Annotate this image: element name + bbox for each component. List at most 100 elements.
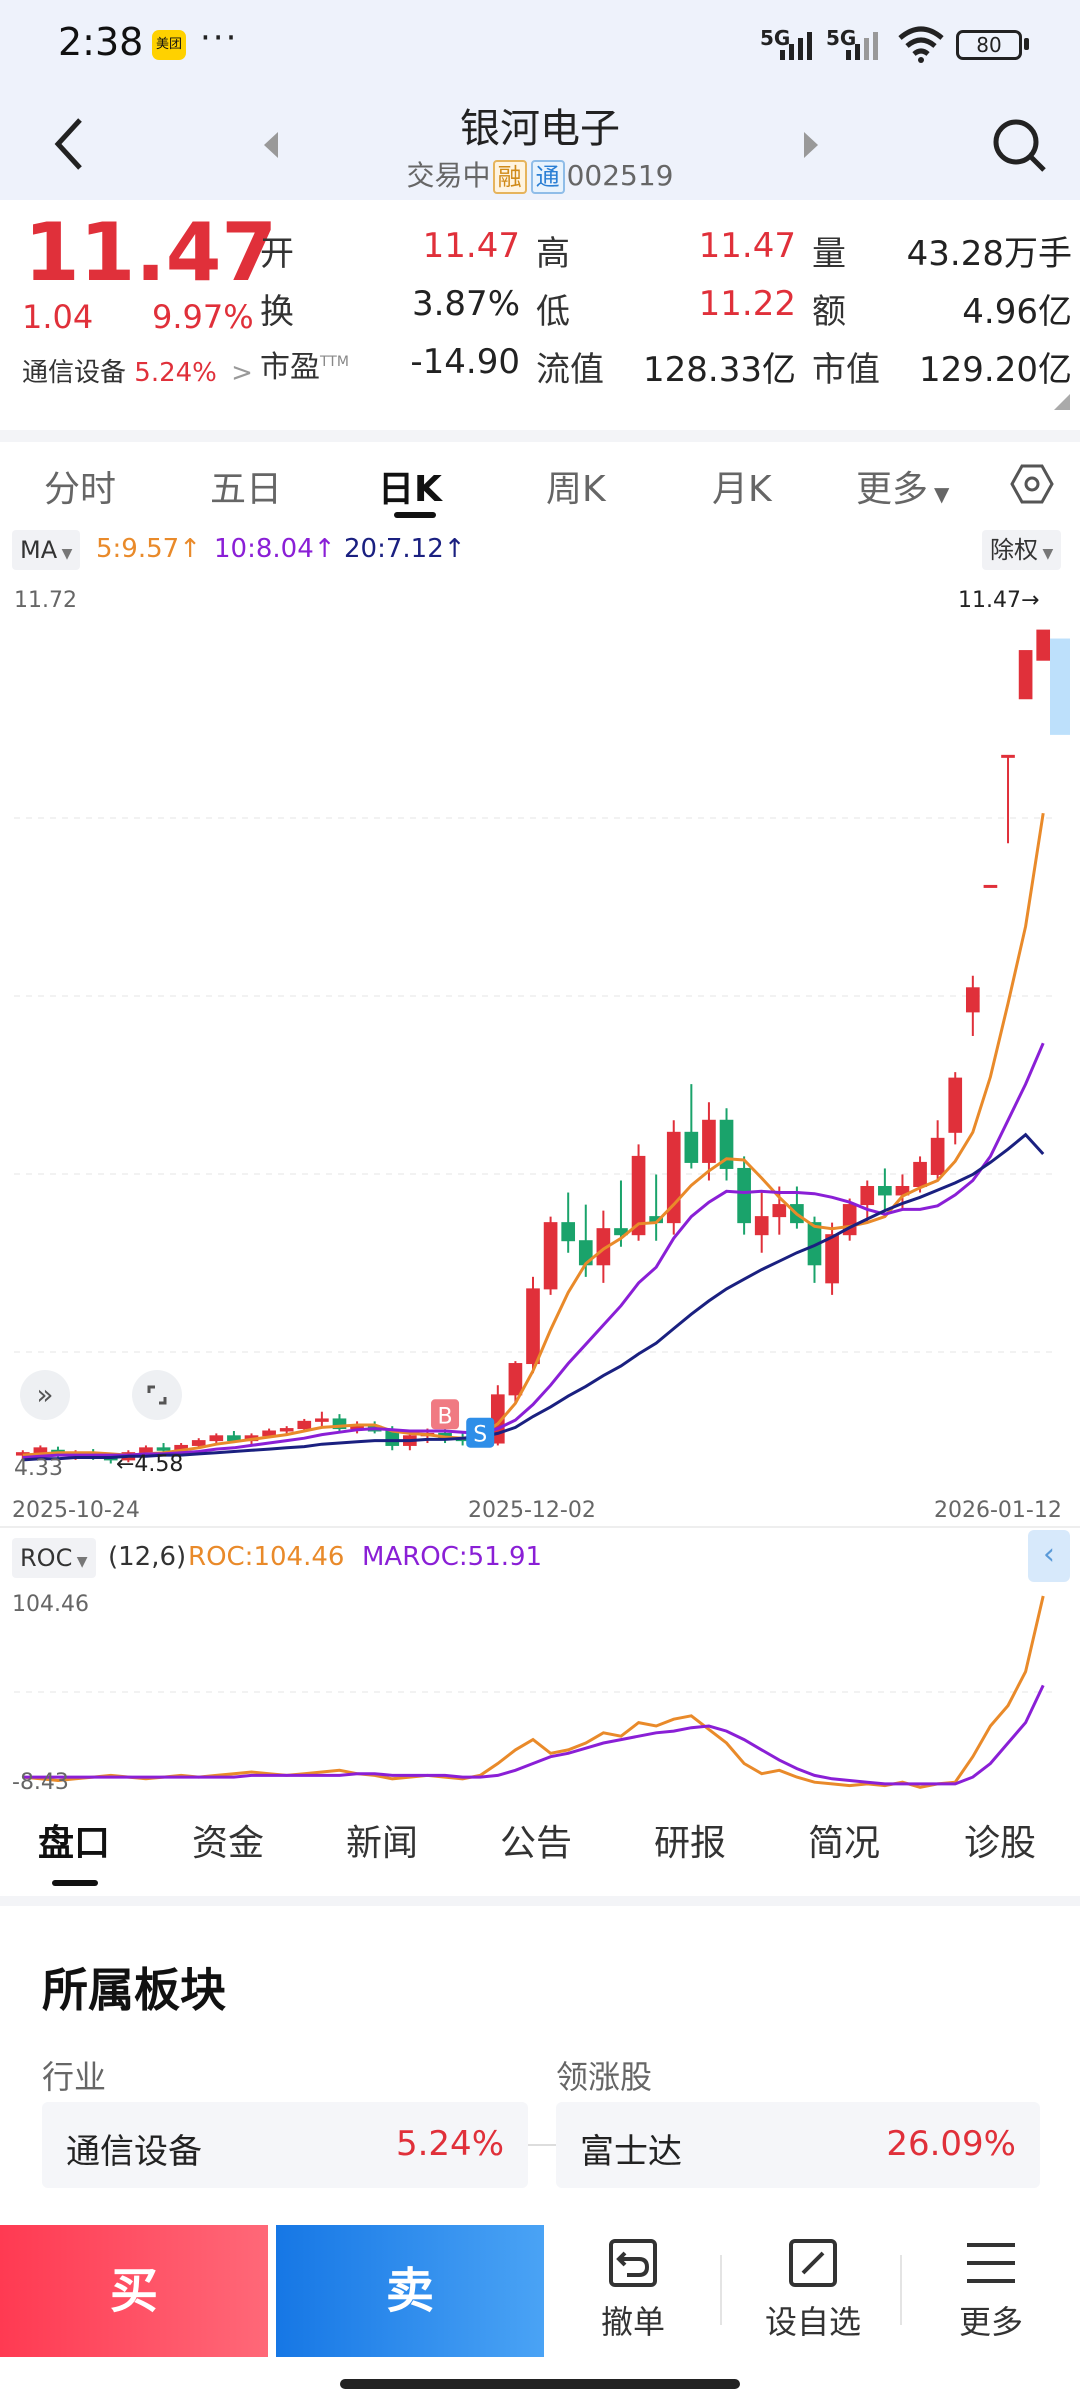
section-title: 所属板块 xyxy=(42,1963,226,2017)
kline-chart[interactable]: BS xyxy=(0,580,1080,1510)
low-price-marker: ←4.58 xyxy=(116,1452,184,1477)
leader-label: 领涨股 xyxy=(556,2058,653,2096)
cancel-order-button[interactable]: 撤单 xyxy=(558,2235,708,2343)
expand-corner-icon[interactable] xyxy=(1054,394,1070,410)
candle-body xyxy=(860,1186,875,1206)
connect-tag: 通 xyxy=(530,160,565,194)
search-icon[interactable] xyxy=(990,116,1050,176)
price-axis-max: 11.72 xyxy=(14,588,77,613)
tab-weekly-k[interactable]: 周K xyxy=(546,469,606,510)
tab-news[interactable]: 新闻 xyxy=(346,1823,419,1864)
tab-research[interactable]: 研报 xyxy=(654,1823,727,1864)
candle-body xyxy=(719,1119,734,1169)
price-axis-min: 4.33 xyxy=(14,1456,63,1481)
roc-axis-max: 104.46 xyxy=(12,1592,89,1617)
battery-tip xyxy=(1024,38,1029,50)
divider xyxy=(720,2255,722,2325)
back-icon[interactable] xyxy=(50,116,90,172)
industry-pct: 5.24% xyxy=(395,2124,504,2164)
roc-indicator-select[interactable]: ROC ▼ xyxy=(12,1538,96,1578)
roc-axis-min: -8.43 xyxy=(12,1770,69,1795)
buy-marker-bg xyxy=(431,1399,460,1430)
candle-body xyxy=(543,1222,558,1290)
price-change: 1.04 xyxy=(22,298,94,336)
candle-body xyxy=(561,1222,576,1242)
collapse-panel-icon[interactable]: ‹ xyxy=(1028,1530,1070,1582)
tab-daily-k[interactable]: 日K xyxy=(378,469,442,510)
sector-link[interactable]: 通信设备 5.24% > xyxy=(22,352,253,389)
roc-value: ROC:104.46 xyxy=(188,1542,345,1572)
leader-card[interactable]: 富士达 26.09% xyxy=(556,2102,1040,2188)
leader-pct: 26.09% xyxy=(886,2124,1016,2164)
candle-body xyxy=(965,987,980,1013)
value-amount: 4.96亿 xyxy=(962,292,1072,332)
candle-body xyxy=(684,1131,699,1163)
date-start: 2025-10-24 xyxy=(12,1498,140,1523)
connector-line xyxy=(528,2144,556,2146)
label-volume: 量 xyxy=(812,234,846,274)
tab-capital[interactable]: 资金 xyxy=(192,1823,265,1864)
tab-diagnosis[interactable]: 诊股 xyxy=(964,1823,1037,1864)
quote-panel: 11.47 1.04 9.97% 通信设备 5.24% > 开 11.47 高 … xyxy=(0,200,1080,422)
action-bar: 买 卖 撤单 设自选 更多 xyxy=(0,2225,1080,2400)
candle-body xyxy=(508,1363,523,1396)
tab-order-book[interactable]: 盘口 xyxy=(38,1823,111,1864)
wifi-icon xyxy=(898,26,944,63)
date-end: 2026-01-12 xyxy=(934,1498,1062,1523)
add-watchlist-button[interactable]: 设自选 xyxy=(738,2235,888,2343)
industry-card[interactable]: 通信设备 5.24% xyxy=(42,2102,528,2188)
stock-name: 银河电子 xyxy=(460,106,620,152)
value-open: 11.47 xyxy=(422,226,520,266)
candle-body xyxy=(983,884,998,888)
stock-subtitle: 交易中融通 002519 xyxy=(0,154,1080,194)
more-dots-icon: ··· xyxy=(200,18,239,58)
candle-body xyxy=(737,1167,751,1224)
label-turnover: 换 xyxy=(260,292,294,332)
chevron-right-icon: > xyxy=(231,358,253,388)
network-5g-label-2: 5G xyxy=(826,26,857,50)
candle-body xyxy=(297,1420,312,1430)
stock-code: 002519 xyxy=(566,159,674,192)
status-bar: 2:38 美团 ··· 5G 5G 80 xyxy=(0,0,1080,90)
margin-tag: 融 xyxy=(492,160,527,194)
tab-monthly-k[interactable]: 月K xyxy=(712,469,772,510)
sell-button[interactable]: 卖 xyxy=(276,2225,544,2357)
ma10-value: 10:8.04↑ xyxy=(214,534,336,564)
buy-button[interactable]: 买 xyxy=(0,2225,268,2357)
candle-body xyxy=(1018,650,1033,700)
next-stock-icon[interactable] xyxy=(800,130,820,160)
roc-params: (12,6) xyxy=(108,1542,187,1572)
tab-more[interactable]: 更多 ▼ xyxy=(856,469,950,510)
adjust-select[interactable]: 除权 ▼ xyxy=(982,530,1062,570)
tab-intraday[interactable]: 分时 xyxy=(44,469,117,510)
candle-body xyxy=(385,1430,400,1446)
more-button[interactable]: 更多 xyxy=(916,2235,1066,2343)
expand-left-icon[interactable]: » xyxy=(20,1370,70,1420)
ma5-value: 5:9.57↑ xyxy=(96,534,201,564)
candle-body xyxy=(209,1435,224,1442)
edit-icon xyxy=(789,2239,837,2287)
tab-profile[interactable]: 简况 xyxy=(808,1823,881,1864)
prev-stock-icon[interactable] xyxy=(262,130,282,160)
value-mkt-cap: 129.20亿 xyxy=(919,350,1072,390)
undo-icon xyxy=(609,2239,657,2287)
candle-body xyxy=(191,1440,206,1446)
ma-indicator-select[interactable]: MA ▼ xyxy=(12,530,81,570)
ma5-line xyxy=(22,812,1045,1457)
roc-chart xyxy=(14,1595,1052,1789)
signal-icon xyxy=(780,30,820,60)
chart-settings-icon[interactable] xyxy=(1010,462,1054,506)
candle-body xyxy=(772,1204,787,1218)
candle-body xyxy=(913,1161,927,1188)
label-low: 低 xyxy=(536,292,570,332)
buy-marker: B xyxy=(437,1404,452,1429)
fullscreen-icon[interactable] xyxy=(132,1370,182,1420)
current-price: 11.47 xyxy=(24,206,278,299)
tab-announcement[interactable]: 公告 xyxy=(500,1823,573,1864)
tab-five-day[interactable]: 五日 xyxy=(210,469,283,510)
label-open: 开 xyxy=(260,234,294,274)
home-indicator xyxy=(340,2379,740,2389)
active-tab-indicator xyxy=(394,512,436,518)
candle-body xyxy=(156,1447,171,1451)
